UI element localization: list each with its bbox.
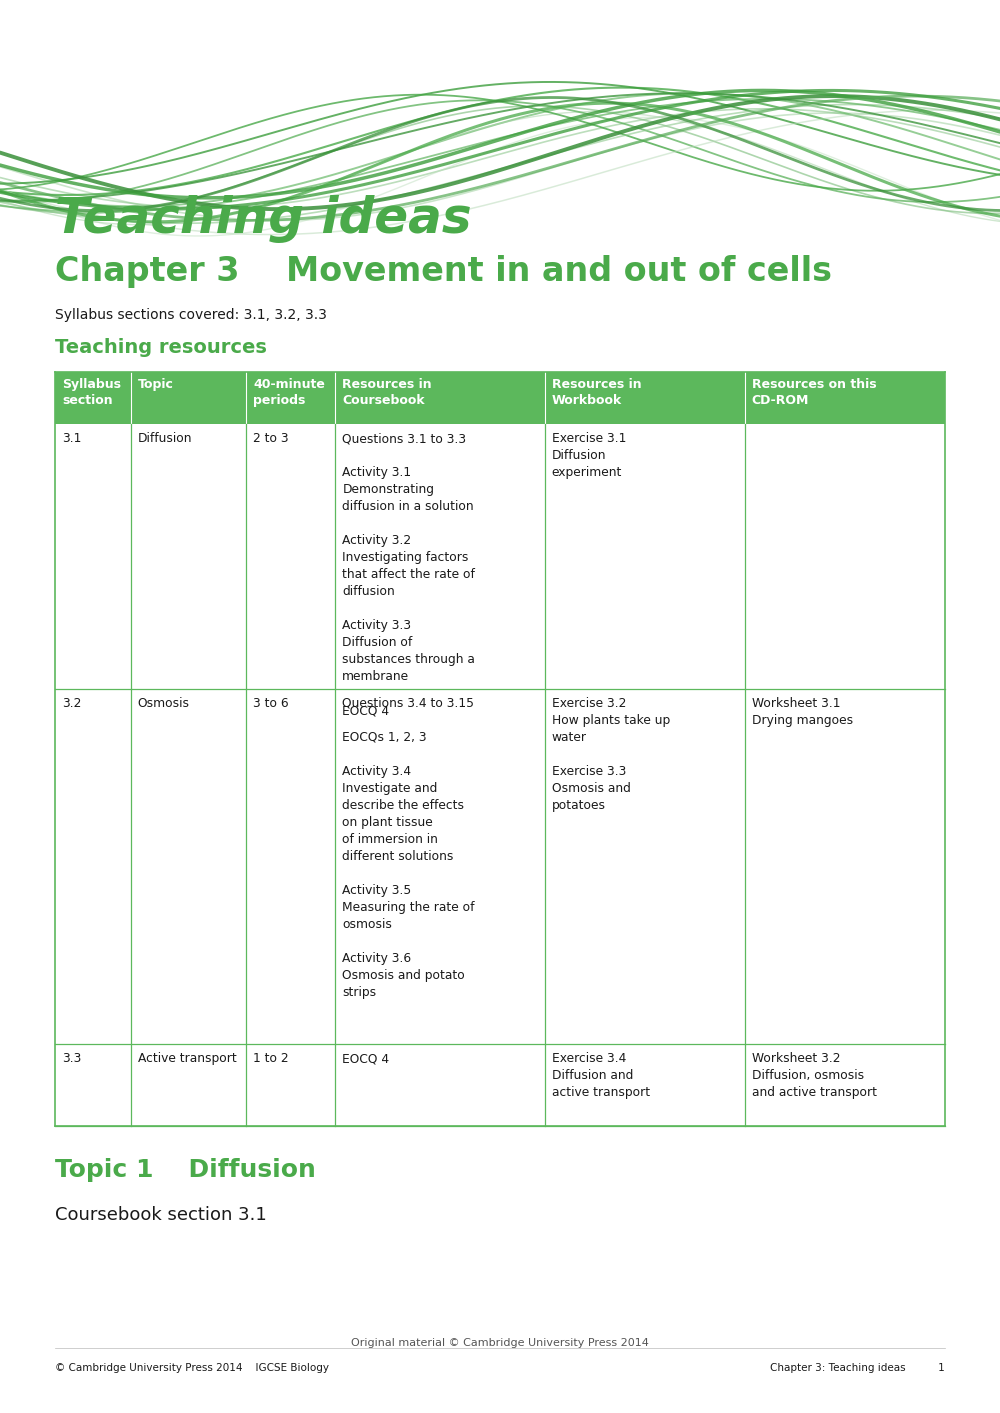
Bar (55, 690, 945, 1044)
Text: Worksheet 3.1
Drying mangoes: Worksheet 3.1 Drying mangoes (752, 697, 853, 728)
Text: Syllabus
section: Syllabus section (62, 379, 121, 407)
Text: 3 to 6: 3 to 6 (253, 697, 289, 709)
Text: 3.2: 3.2 (62, 697, 81, 709)
Text: Active transport: Active transport (138, 1053, 236, 1065)
Text: EOCQ 4: EOCQ 4 (342, 1053, 389, 1065)
Text: Original material © Cambridge University Press 2014: Original material © Cambridge University… (351, 1338, 649, 1348)
Text: Questions 3.4 to 3.15

EOCQs 1, 2, 3

Activity 3.4
Investigate and
describe the : Questions 3.4 to 3.15 EOCQs 1, 2, 3 Acti… (342, 697, 475, 999)
Text: Questions 3.1 to 3.3

Activity 3.1
Demonstrating
diffusion in a solution

Activi: Questions 3.1 to 3.3 Activity 3.1 Demons… (342, 432, 475, 716)
Text: Topic: Topic (138, 379, 174, 391)
Text: Teaching resources: Teaching resources (55, 338, 267, 357)
Text: Coursebook section 3.1: Coursebook section 3.1 (55, 1207, 267, 1224)
Text: Resources on this
CD-ROM: Resources on this CD-ROM (752, 379, 876, 407)
Text: Topic 1    Diffusion: Topic 1 Diffusion (55, 1159, 316, 1183)
Text: Chapter 3: Teaching ideas          1: Chapter 3: Teaching ideas 1 (770, 1364, 945, 1373)
Text: © Cambridge University Press 2014    IGCSE Biology: © Cambridge University Press 2014 IGCSE … (55, 1364, 329, 1373)
Text: 40-minute
periods: 40-minute periods (253, 379, 325, 407)
Text: 1 to 2: 1 to 2 (253, 1053, 289, 1065)
Bar (55, 372, 945, 424)
Text: Teaching ideas: Teaching ideas (55, 195, 472, 243)
Text: Chapter 3    Movement in and out of cells: Chapter 3 Movement in and out of cells (55, 254, 832, 288)
Text: Resources in
Coursebook: Resources in Coursebook (342, 379, 432, 407)
Bar (55, 1044, 945, 1126)
Text: Exercise 3.1
Diffusion
experiment: Exercise 3.1 Diffusion experiment (552, 432, 626, 479)
Text: Osmosis: Osmosis (138, 697, 190, 709)
Text: Syllabus sections covered: 3.1, 3.2, 3.3: Syllabus sections covered: 3.1, 3.2, 3.3 (55, 308, 327, 322)
Bar (55, 424, 945, 690)
Text: Resources in
Workbook: Resources in Workbook (552, 379, 641, 407)
Text: 3.3: 3.3 (62, 1053, 81, 1065)
Text: 3.1: 3.1 (62, 432, 81, 445)
Text: Diffusion: Diffusion (138, 432, 192, 445)
Text: Exercise 3.4
Diffusion and
active transport: Exercise 3.4 Diffusion and active transp… (552, 1053, 650, 1099)
Text: 2 to 3: 2 to 3 (253, 432, 289, 445)
Text: Exercise 3.2
How plants take up
water

Exercise 3.3
Osmosis and
potatoes: Exercise 3.2 How plants take up water Ex… (552, 697, 670, 812)
Text: Worksheet 3.2
Diffusion, osmosis
and active transport: Worksheet 3.2 Diffusion, osmosis and act… (752, 1053, 877, 1099)
